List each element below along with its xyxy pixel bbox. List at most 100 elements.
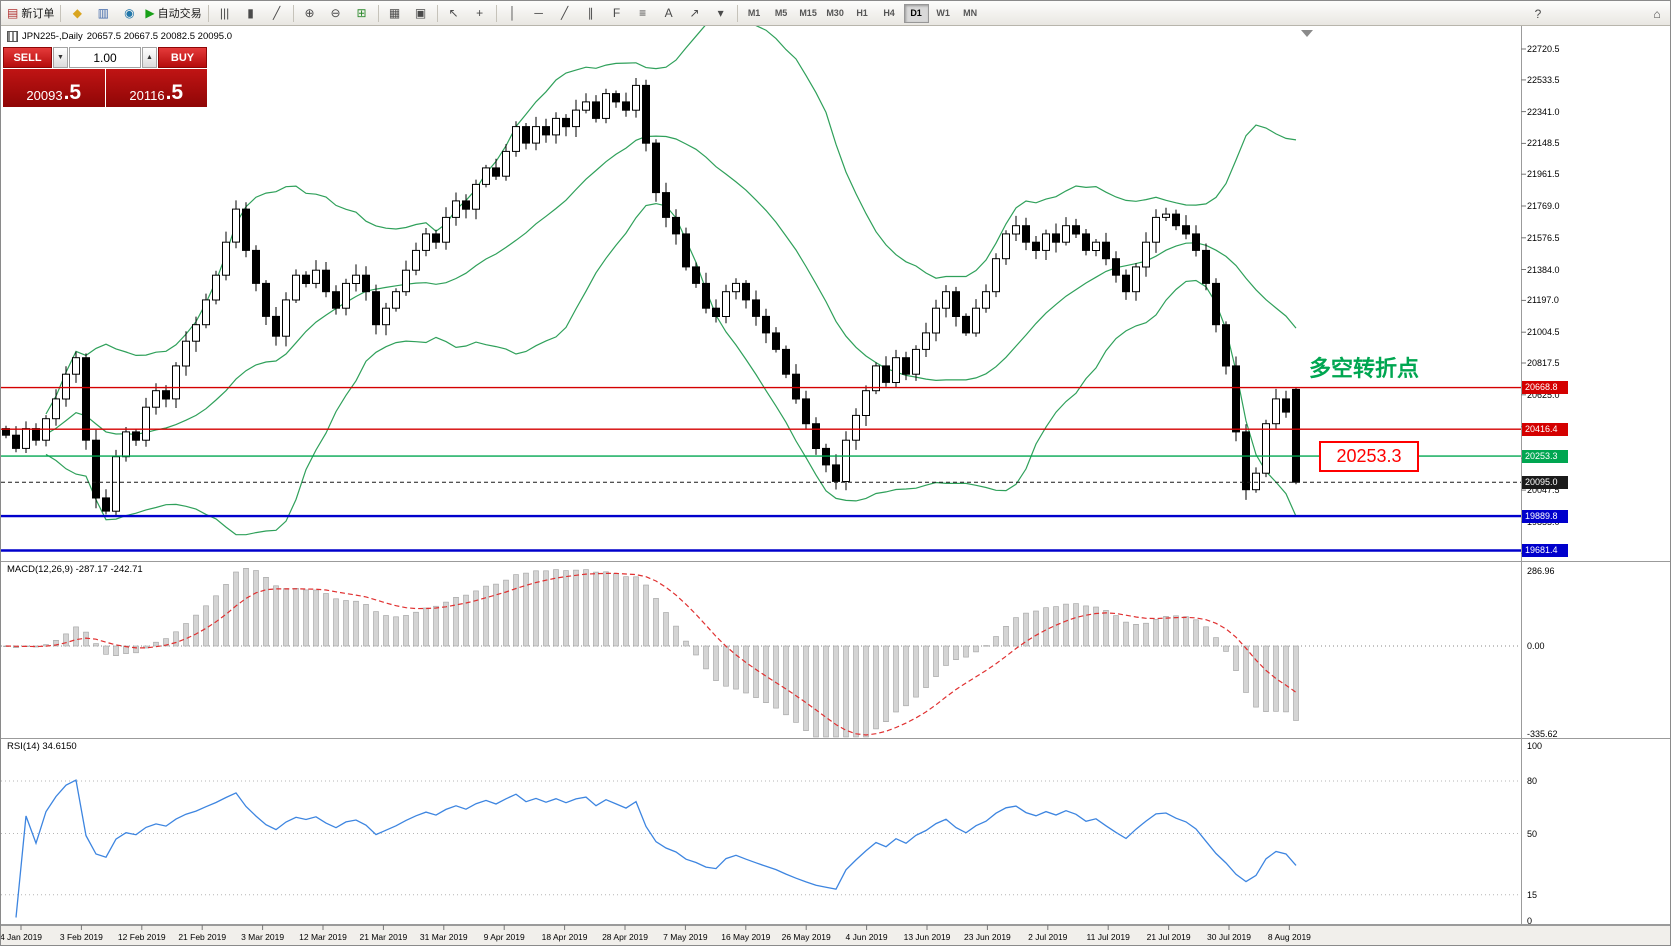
- arrows-button[interactable]: ↗: [682, 2, 708, 24]
- gold-icon[interactable]: ◆: [64, 2, 90, 24]
- date-axis-label: 8 Aug 2019: [1267, 932, 1311, 942]
- volume-input[interactable]: 1.00: [69, 47, 141, 68]
- ohlc-values: 20657.5 20667.5 20082.5 20095.0: [86, 31, 232, 42]
- arrows-icon: ↗: [689, 6, 700, 20]
- timeframe-mn[interactable]: MN: [963, 8, 978, 18]
- toolbar-separator: [436, 4, 438, 22]
- date-axis-label: 21 Feb 2019: [178, 932, 227, 942]
- cascade-windows-icon-icon: ▣: [414, 6, 427, 20]
- volume-dropdown-icon[interactable]: ▼: [53, 47, 68, 68]
- timeframe-h4[interactable]: H4: [883, 8, 895, 18]
- trendline-button[interactable]: ╱: [552, 2, 578, 24]
- tile-windows-icon[interactable]: ▦: [382, 2, 408, 24]
- sell-button[interactable]: SELL: [3, 47, 52, 68]
- price-level-annotation-box[interactable]: 20253.3: [1319, 441, 1419, 472]
- date-axis-label: 31 Mar 2019: [419, 932, 468, 942]
- zoom-in-button[interactable]: ⊕: [297, 2, 323, 24]
- chart-settings-icon[interactable]: ⌂: [1653, 7, 1661, 21]
- horizontal-line-button[interactable]: ─: [526, 2, 552, 24]
- date-axis-label: 26 May 2019: [781, 932, 831, 942]
- new-order-button-label: 新订单: [21, 8, 55, 20]
- bid-fraction: .5: [63, 81, 82, 105]
- data-window-icon[interactable]: ▥: [90, 2, 116, 24]
- text-icon: A: [664, 6, 673, 20]
- date-axis-label: 4 Jun 2019: [845, 932, 888, 942]
- macd-scale-label: -335.62: [1527, 728, 1558, 739]
- timeframe-m5[interactable]: M5: [774, 8, 788, 18]
- timeframe-h1[interactable]: H1: [856, 8, 868, 18]
- rsi-scale-label: 15: [1527, 889, 1538, 900]
- vertical-line-button[interactable]: │: [500, 2, 526, 24]
- rsi-scale-label: 50: [1527, 828, 1538, 839]
- community-icon-icon: ◉: [124, 6, 135, 20]
- chart-symbol-info: JPN225-,Daily 20657.5 20667.5 20082.5 20…: [7, 31, 232, 42]
- date-axis-label: 12 Mar 2019: [299, 932, 347, 942]
- text-button[interactable]: A: [656, 2, 682, 24]
- cursor-button[interactable]: ↖: [441, 2, 467, 24]
- shapes-dropdown[interactable]: ▾: [708, 2, 734, 24]
- crosshair-button[interactable]: +: [467, 2, 493, 24]
- date-axis-label: 21 Jul 2019: [1146, 932, 1191, 942]
- toolbar-separator: [207, 4, 209, 22]
- community-icon[interactable]: ◉: [116, 2, 142, 24]
- bid-main: 20093: [26, 88, 63, 103]
- level-price-badge: 20253.3: [1522, 449, 1568, 463]
- help-icon[interactable]: ?: [1534, 7, 1542, 21]
- volume-up-icon[interactable]: ▲: [142, 47, 157, 68]
- bid-price-button[interactable]: 20093 .5: [3, 69, 105, 107]
- ask-fraction: .5: [165, 81, 184, 105]
- timeframe-m30[interactable]: M30: [826, 8, 844, 18]
- date-axis-label: 12 Feb 2019: [117, 932, 166, 942]
- date-axis-label: 7 May 2019: [663, 932, 708, 942]
- ask-price-button[interactable]: 20116 .5: [105, 69, 207, 107]
- timeframe-m1[interactable]: M1: [747, 8, 761, 18]
- line-chart-button[interactable]: ╱: [264, 2, 290, 24]
- candlestick-chart-icon: ▮: [247, 6, 254, 20]
- trendline-icon: ╱: [560, 6, 569, 20]
- timeframe-w1[interactable]: W1: [936, 8, 950, 18]
- price-scale-label: 21197.0: [1527, 295, 1559, 306]
- price-scale-label: 21004.5: [1527, 327, 1560, 338]
- main-toolbar: ▤ 新订单 ◆ ▥ ◉ ▶ 自动交易 ||| ▮ ╱ ⊕ ⊖ ⊞ ▦ ▣ ↖ + │ ─ ╱ ∥ F ≡ A ↗ ▾ M1 M5 M15…: [1, 1, 1670, 26]
- timeframe-d1[interactable]: D1: [903, 3, 929, 23]
- macd-header: MACD(12,26,9) -287.17 -242.71: [5, 564, 145, 575]
- autotrading-icon: ▶: [145, 6, 155, 20]
- level-price-badge: 20668.8: [1522, 381, 1568, 395]
- timeframe-m15[interactable]: M15: [799, 8, 817, 18]
- autotrading-button-label: 自动交易: [157, 8, 202, 20]
- auto-arrange-icon[interactable]: ⊞: [349, 2, 375, 24]
- buy-button[interactable]: BUY: [158, 47, 207, 68]
- ask-main: 20116: [129, 88, 165, 103]
- tile-windows-icon-icon: ▦: [388, 6, 401, 20]
- cascade-windows-icon[interactable]: ▣: [408, 2, 434, 24]
- levels-button[interactable]: ≡: [630, 2, 656, 24]
- zoom-out-button[interactable]: ⊖: [323, 2, 349, 24]
- autotrading-button[interactable]: ▶ 自动交易: [142, 2, 204, 24]
- price-scale-label: 20047.5: [1527, 485, 1560, 496]
- date-axis-label: 28 Apr 2019: [602, 932, 648, 942]
- zoom-out-icon: ⊖: [330, 6, 341, 20]
- rsi-header: RSI(14) 34.6150: [5, 741, 79, 752]
- price-scale-label: 20817.5: [1527, 358, 1560, 368]
- zoom-in-icon: ⊕: [304, 6, 315, 20]
- price-scale-label: 20625.0: [1527, 389, 1560, 400]
- bar-chart-button[interactable]: |||: [212, 2, 238, 24]
- date-axis[interactable]: [1, 925, 1670, 945]
- price-scale-label: 22341.0: [1527, 106, 1560, 117]
- macd-scale-label: 0.00: [1527, 641, 1545, 651]
- channel-button[interactable]: ∥: [578, 2, 604, 24]
- price-scale-label: 21769.0: [1527, 201, 1560, 211]
- toolbar-separator: [495, 4, 497, 22]
- data-window-icon-icon: ▥: [97, 6, 110, 20]
- date-axis-label: 21 Mar 2019: [359, 932, 408, 942]
- candlestick-chart-button[interactable]: ▮: [238, 2, 264, 24]
- new-order-button[interactable]: ▤ 新订单: [4, 2, 57, 24]
- toolbar-separator: [377, 4, 379, 22]
- fibonacci-button[interactable]: F: [604, 2, 630, 24]
- toolbar-separator: [60, 4, 62, 22]
- line-chart-icon: ╱: [272, 6, 281, 20]
- turning-point-annotation[interactable]: 多空转折点: [1309, 356, 1420, 381]
- rsi-scale-label: 0: [1527, 916, 1533, 926]
